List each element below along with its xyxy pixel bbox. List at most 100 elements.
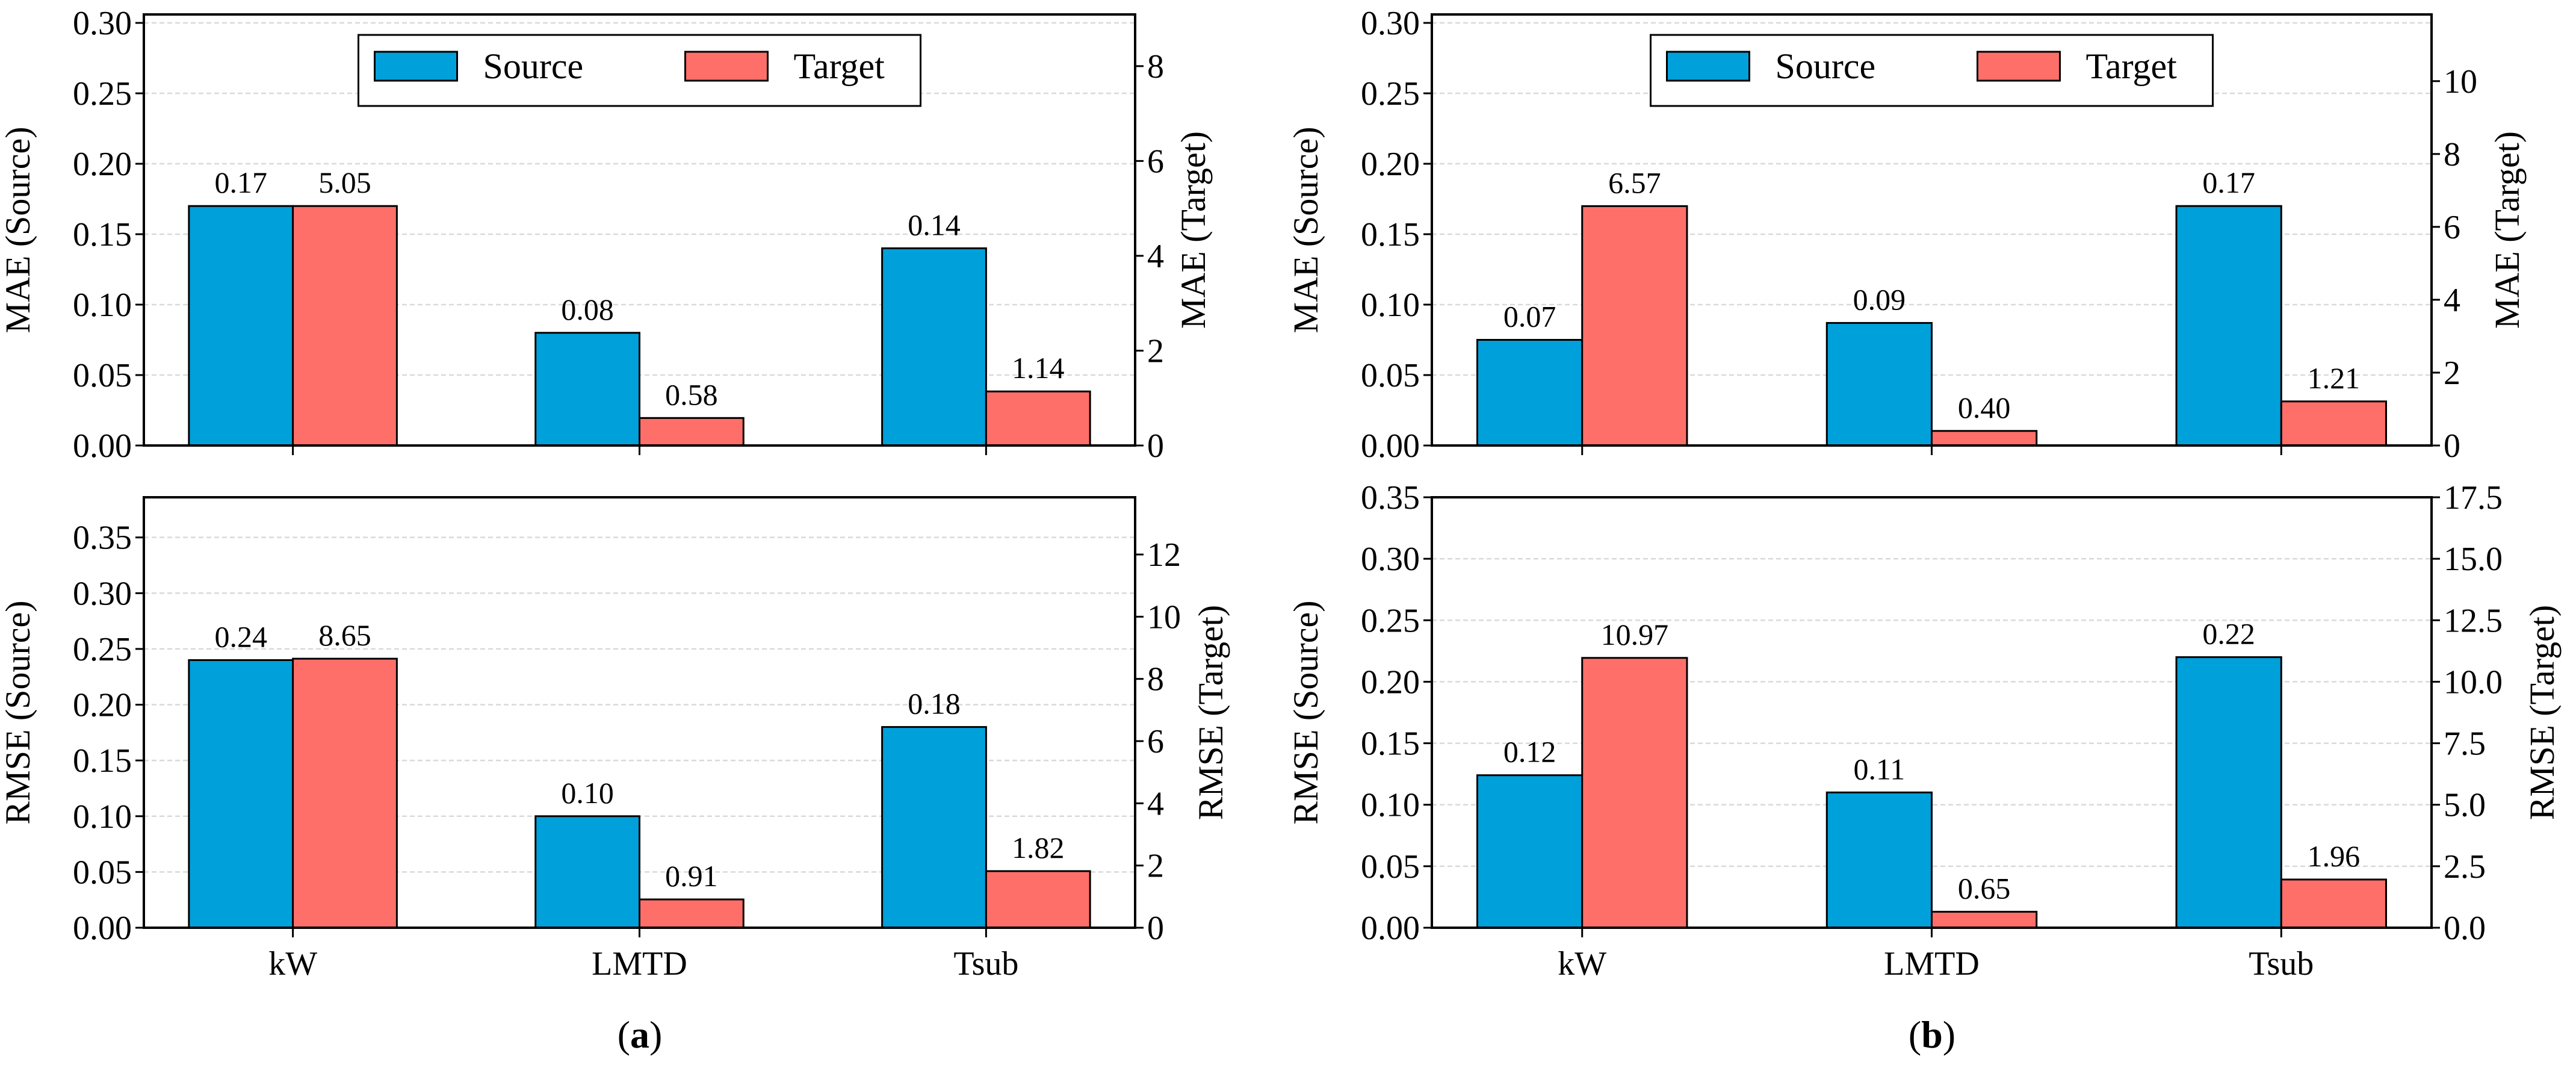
ytick-right-label: 8 [2444,136,2460,173]
ytick-label: 0.35 [1361,479,1420,517]
ytick-label: 0.10 [1361,287,1420,324]
ytick-right-label: 6 [2444,209,2460,246]
ytick-label: 0.10 [1361,787,1420,824]
y-axis-label-left: MAE (Source) [1286,126,1325,333]
ytick-right-label: 4 [2444,282,2460,319]
ytick-label: 0.00 [73,427,132,465]
ytick-label: 0.05 [73,357,132,394]
bar-target [292,205,398,447]
xtick-label: kW [1558,945,1606,983]
plots: 0.000.050.100.150.200.250.30024680.170.0… [0,5,2562,983]
bar-value-label: 0.07 [1503,300,1556,334]
ytick-label: 0.20 [1361,663,1420,701]
bar-source [2175,656,2282,929]
y-axis-label-right: RMSE (Target) [2522,605,2562,820]
ytick-right-label: 8 [1147,48,1164,85]
ytick-label: 0.25 [1361,602,1420,639]
ytick-right-label: 0.0 [2444,910,2486,947]
legend-label-target: Target [794,46,885,86]
subplot-b-bottom: 0.00 0.05 0.10 0.15 0.20 0.25 0.30 0.35 0.0 2.5 5.… [1286,479,2562,983]
ytick-label: 0.30 [73,575,132,612]
ytick-label: 0.10 [73,287,132,324]
ytick-right-label: 10 [2444,63,2477,101]
y-axis-label-left: RMSE (Source) [1286,600,1325,824]
panel-label-b: (b) [1909,1013,1955,1056]
ytick-label: 0.15 [73,216,132,253]
ytick-right-label: 10 [1147,598,1181,636]
bar-value-label: 0.65 [1958,871,2011,905]
bar-source [2175,205,2282,447]
legend-label-source: Source [483,46,584,86]
legend-label-source: Source [1776,46,1876,86]
bar-value-label: 0.17 [214,166,267,199]
ytick-label: 0.00 [73,910,132,947]
bar-value-label: 0.11 [1854,752,1906,786]
bar-source [188,659,294,929]
xtick-label: LMTD [592,945,687,983]
ytick-label: 0.20 [73,687,132,724]
xtick-label: Tsub [953,945,1018,983]
ytick-right-label: 2 [1147,332,1164,370]
bar-source [1476,774,1584,929]
bar-value-label: 0.18 [908,687,961,721]
subplot-b-top: 0.00 0.05 0.10 0.15 0.20 0.25 0.30 0 2 4 6 8 10 0.07 0… [1286,5,2527,465]
ytick-label: 0.20 [1361,146,1420,183]
y-axis-label-left: MAE (Source) [0,126,37,333]
bar-value-label: 1.14 [1012,351,1065,385]
bar-value-label: 0.24 [214,619,267,653]
ytick-label: 0.00 [1361,910,1420,947]
legend: Source Target [1650,34,2214,107]
ytick-right-label: 0 [1147,910,1164,947]
bar-value-label: 0.58 [665,377,718,411]
bar-source [1825,321,1933,447]
ytick-right-label: 6 [1147,143,1164,180]
ytick-label: 0.35 [73,520,132,557]
bar-value-label: 0.40 [1958,391,2011,424]
bar-source [534,332,640,447]
bar-target [639,417,745,447]
ytick-label: 0.30 [73,5,132,42]
ytick-label: 0.25 [1361,75,1420,113]
ytick-right-label: 4 [1147,785,1164,822]
ytick-label: 0.30 [1361,541,1420,578]
bar-source [881,726,987,929]
y-axis-label-right: RMSE (Target) [1191,605,1230,820]
y-axis-label-left: RMSE (Source) [0,600,37,824]
ytick-label: 0.15 [1361,725,1420,763]
bar-value-label: 0.14 [908,208,961,241]
legend: Source Target [358,34,921,107]
bar-target [2280,878,2388,929]
ytick-right-label: 12 [1147,536,1181,574]
bar-value-label: 5.05 [318,166,371,199]
ytick-label: 0.10 [73,798,132,836]
ytick-label: 0.25 [73,75,132,113]
bar-source [1476,339,1584,447]
ytick-right-label: 0 [2444,427,2460,465]
ytick-label: 0.30 [1361,5,1420,42]
bar-source [1825,791,1933,929]
bar-target [1581,657,1688,929]
bar-target [639,898,745,929]
ytick-right-label: 12.5 [2444,602,2503,639]
xtick-label: LMTD [1884,945,1980,983]
y-axis-label-right: MAE (Target) [2488,131,2527,329]
bar-value-label: 0.91 [665,859,718,893]
bar-source [534,815,640,929]
bar-value-label: 0.10 [561,776,614,810]
ytick-right-label: 0 [1147,427,1164,465]
ytick-label: 0.00 [1361,427,1420,465]
bar-value-label: 10.97 [1601,618,1669,651]
bar-value-label: 1.21 [2308,361,2361,395]
y-axis-label-right: MAE (Target) [1174,131,1213,329]
ytick-right-label: 8 [1147,661,1164,698]
ytick-right-label: 2 [1147,848,1164,885]
legend-swatch-target [1977,51,2061,82]
bar-value-label: 8.65 [318,618,371,652]
bar-source [881,247,987,447]
ytick-right-label: 6 [1147,723,1164,760]
ytick-right-label: 2.5 [2444,848,2486,886]
bar-value-label: 1.96 [2308,839,2361,873]
bar-target [1931,430,2038,447]
ytick-right-label: 15.0 [2444,541,2503,578]
